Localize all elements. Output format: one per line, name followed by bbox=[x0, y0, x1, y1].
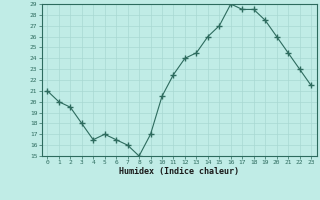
X-axis label: Humidex (Indice chaleur): Humidex (Indice chaleur) bbox=[119, 167, 239, 176]
